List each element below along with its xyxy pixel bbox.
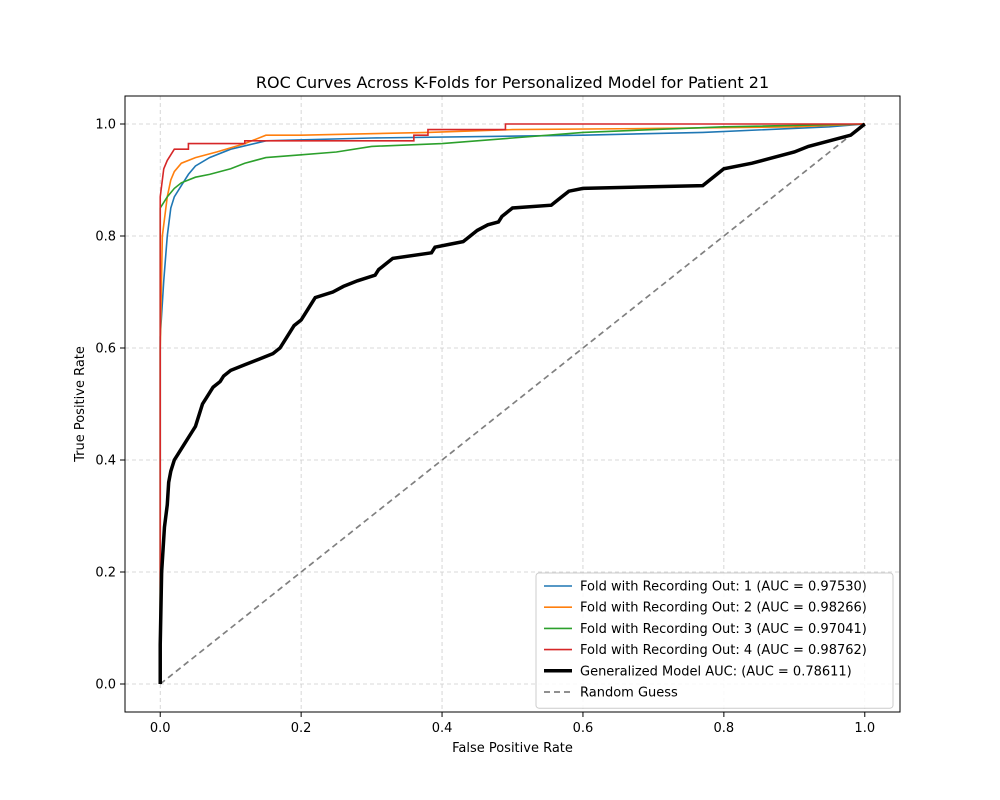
series-layer	[158, 122, 866, 685]
legend-label: Fold with Recording Out: 1 (AUC = 0.9753…	[580, 580, 867, 595]
y-tick-label: 0.8	[95, 230, 116, 245]
ticks: 0.0 0.2 0.4 0.6 0.8 1.0 0.0 0.2 0.4 0.6 0.8 1.0	[95, 118, 875, 737]
series-line-1	[159, 123, 865, 684]
x-tick-label: 0.0	[150, 721, 171, 736]
y-tick-label: 0.2	[95, 566, 116, 581]
chart-title: ROC Curves Across K-Folds for Personaliz…	[256, 73, 769, 92]
legend-label: Fold with Recording Out: 3 (AUC = 0.9704…	[580, 622, 867, 637]
series-line-3	[159, 123, 865, 684]
y-tick-label: 1.0	[95, 118, 116, 133]
x-tick-label: 1.0	[854, 721, 875, 736]
x-tick-label: 0.6	[573, 721, 594, 736]
legend-label: Generalized Model AUC: (AUC = 0.78611)	[580, 664, 852, 679]
x-axis-label: False Positive Rate	[452, 741, 573, 756]
x-tick-label: 0.4	[432, 721, 453, 736]
legend-label: Fold with Recording Out: 2 (AUC = 0.9826…	[580, 601, 867, 616]
series-line-2	[159, 123, 865, 684]
series-line-4	[158, 122, 866, 684]
x-tick-label: 0.2	[291, 721, 312, 736]
legend: Fold with Recording Out: 1 (AUC = 0.9753…	[535, 572, 894, 709]
x-tick-label: 0.8	[714, 721, 735, 736]
legend-label: Random Guess	[580, 686, 678, 701]
y-tick-label: 0.6	[95, 342, 116, 357]
y-tick-label: 0.0	[95, 678, 116, 693]
y-tick-label: 0.4	[95, 454, 116, 469]
series-line-0	[159, 123, 865, 684]
legend-box	[535, 572, 894, 709]
y-axis-label: True Positive Rate	[73, 346, 88, 463]
plot-frame	[124, 95, 901, 713]
legend-label: Fold with Recording Out: 4 (AUC = 0.9876…	[580, 643, 867, 658]
